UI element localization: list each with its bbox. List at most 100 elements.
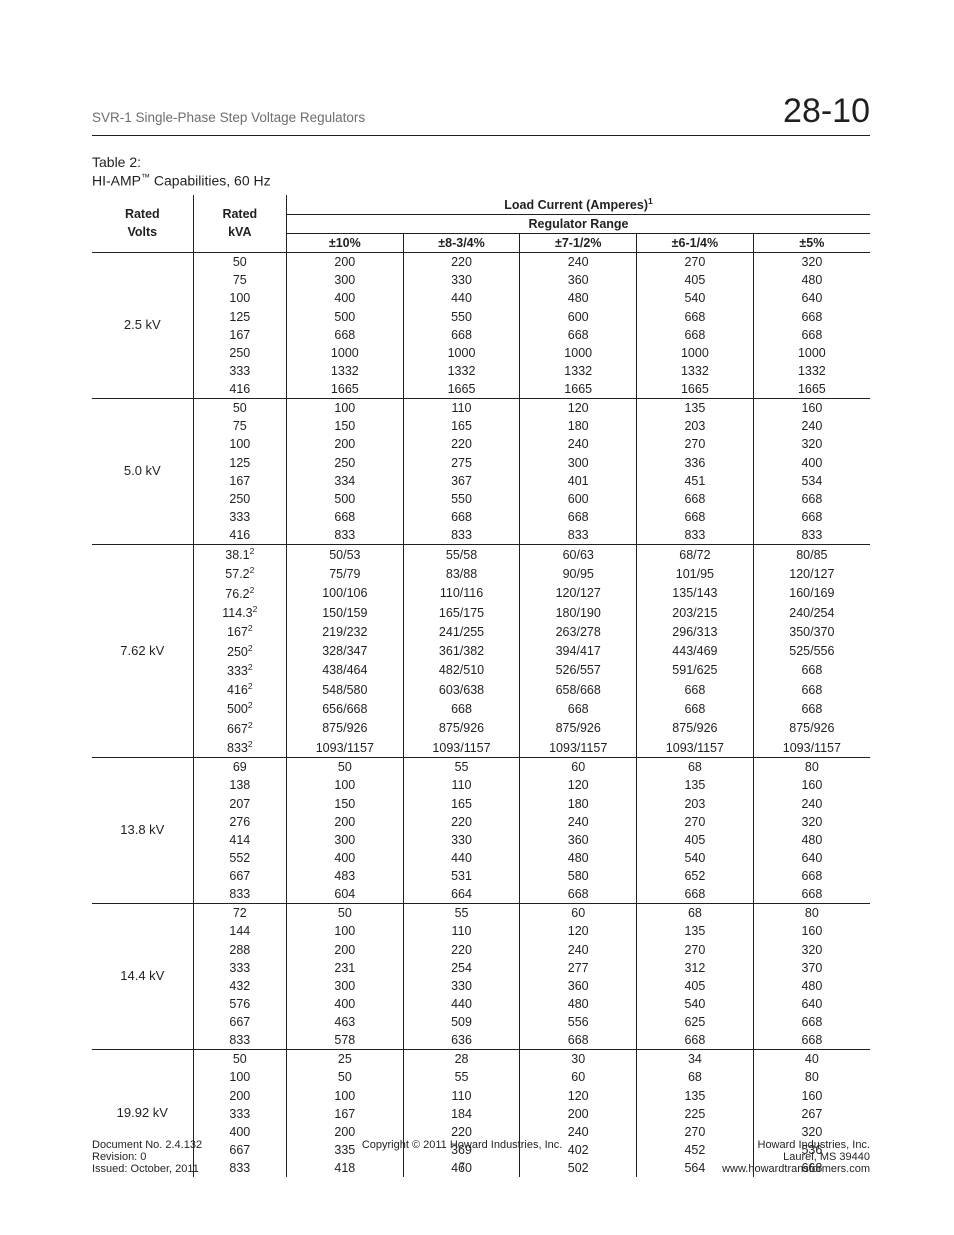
value-cell: 440 <box>403 995 520 1013</box>
value-cell: 550 <box>403 308 520 326</box>
value-cell: 550 <box>403 490 520 508</box>
value-cell: 180 <box>520 417 637 435</box>
value-cell: 120 <box>520 776 637 794</box>
value-cell: 540 <box>637 289 754 307</box>
value-cell: 220 <box>403 435 520 453</box>
kva-cell: 288 <box>193 941 286 959</box>
value-cell: 240 <box>520 253 637 272</box>
value-cell: 360 <box>520 271 637 289</box>
value-cell: 240 <box>753 417 870 435</box>
value-cell: 668 <box>637 699 754 718</box>
value-cell: 833 <box>753 526 870 545</box>
value-cell: 135 <box>637 922 754 940</box>
kva-cell: 72 <box>193 904 286 923</box>
value-cell: 28 <box>403 1050 520 1069</box>
value-cell: 1000 <box>520 344 637 362</box>
value-cell: 30 <box>520 1050 637 1069</box>
col-pm712: ±7-1/2% <box>520 234 637 253</box>
table-row: 167334367401451534 <box>92 472 870 490</box>
value-cell: 50 <box>286 904 403 923</box>
col-rated-kva: RatedkVA <box>193 195 286 253</box>
table-row: 14.4 kV725055606880 <box>92 904 870 923</box>
value-cell: 1332 <box>520 362 637 380</box>
value-cell: 443/469 <box>637 642 754 661</box>
value-cell: 270 <box>637 253 754 272</box>
value-cell: 668 <box>753 867 870 885</box>
value-cell: 548/580 <box>286 680 403 699</box>
kva-cell: 276 <box>193 813 286 831</box>
value-cell: 184 <box>403 1105 520 1123</box>
value-cell: 203/215 <box>637 603 754 622</box>
col-load-current: Load Current (Amperes)1 <box>286 195 870 215</box>
table-row: 114.32150/159165/175180/190203/215240/25… <box>92 603 870 622</box>
value-cell: 500 <box>286 308 403 326</box>
value-cell: 603/638 <box>403 680 520 699</box>
value-cell: 240 <box>520 435 637 453</box>
table-title: HI-AMP™ Capabilities, 60 Hz <box>92 172 870 189</box>
value-cell: 180/190 <box>520 603 637 622</box>
kva-cell: 200 <box>193 1087 286 1105</box>
value-cell: 203 <box>637 417 754 435</box>
value-cell: 668 <box>753 680 870 699</box>
value-cell: 833 <box>403 526 520 545</box>
value-cell: 451 <box>637 472 754 490</box>
kva-cell: 333 <box>193 508 286 526</box>
value-cell: 120 <box>520 399 637 418</box>
col-pm10: ±10% <box>286 234 403 253</box>
value-cell: 50 <box>286 758 403 777</box>
value-cell: 483 <box>286 867 403 885</box>
value-cell: 254 <box>403 959 520 977</box>
value-cell: 401 <box>520 472 637 490</box>
table-row: 100400440480540640 <box>92 289 870 307</box>
table-row: 19.92 kV502528303440 <box>92 1050 870 1069</box>
value-cell: 668 <box>753 490 870 508</box>
value-cell: 652 <box>637 867 754 885</box>
kva-cell: 833 <box>193 885 286 904</box>
value-cell: 1093/1157 <box>286 738 403 758</box>
table-row: 75300330360405480 <box>92 271 870 289</box>
value-cell: 1665 <box>403 380 520 399</box>
footer-center: Copyright © 2011 Howard Industries, Inc.… <box>202 1139 722 1173</box>
value-cell: 463 <box>286 1013 403 1031</box>
volts-cell: 7.62 kV <box>92 545 193 758</box>
table-row: 333167184200225267 <box>92 1105 870 1123</box>
kva-cell: 138 <box>193 776 286 794</box>
table-row: 3332438/464482/510526/557591/625668 <box>92 661 870 680</box>
value-cell: 636 <box>403 1031 520 1050</box>
value-cell: 68 <box>637 758 754 777</box>
kva-cell: 100 <box>193 289 286 307</box>
kva-cell: 4162 <box>193 680 286 699</box>
kva-cell: 416 <box>193 526 286 545</box>
value-cell: 150 <box>286 417 403 435</box>
table-row: 432300330360405480 <box>92 977 870 995</box>
value-cell: 167 <box>286 1105 403 1123</box>
kva-cell: 416 <box>193 380 286 399</box>
footer-right: Howard Industries, Inc. Laurel, MS 39440… <box>722 1139 870 1175</box>
table-row: 13.8 kV695055606880 <box>92 758 870 777</box>
value-cell: 267 <box>753 1105 870 1123</box>
value-cell: 330 <box>403 271 520 289</box>
value-cell: 120/127 <box>520 584 637 603</box>
value-cell: 40 <box>753 1050 870 1069</box>
value-cell: 668 <box>753 661 870 680</box>
value-cell: 361/382 <box>403 642 520 661</box>
table-row: 76.22100/106110/116120/127135/143160/169 <box>92 584 870 603</box>
value-cell: 600 <box>520 308 637 326</box>
kva-cell: 69 <box>193 758 286 777</box>
table-label: Table 2: <box>92 154 870 170</box>
value-cell: 405 <box>637 271 754 289</box>
value-cell: 75/79 <box>286 564 403 583</box>
kva-cell: 1672 <box>193 622 286 641</box>
value-cell: 668 <box>637 308 754 326</box>
kva-cell: 100 <box>193 435 286 453</box>
table-row: 144100110120135160 <box>92 922 870 940</box>
col-pm5: ±5% <box>753 234 870 253</box>
kva-cell: 167 <box>193 472 286 490</box>
value-cell: 231 <box>286 959 403 977</box>
table-row: 2.5 kV50200220240270320 <box>92 253 870 272</box>
value-cell: 509 <box>403 1013 520 1031</box>
value-cell: 101/95 <box>637 564 754 583</box>
value-cell: 600 <box>520 490 637 508</box>
value-cell: 525/556 <box>753 642 870 661</box>
value-cell: 668 <box>637 680 754 699</box>
